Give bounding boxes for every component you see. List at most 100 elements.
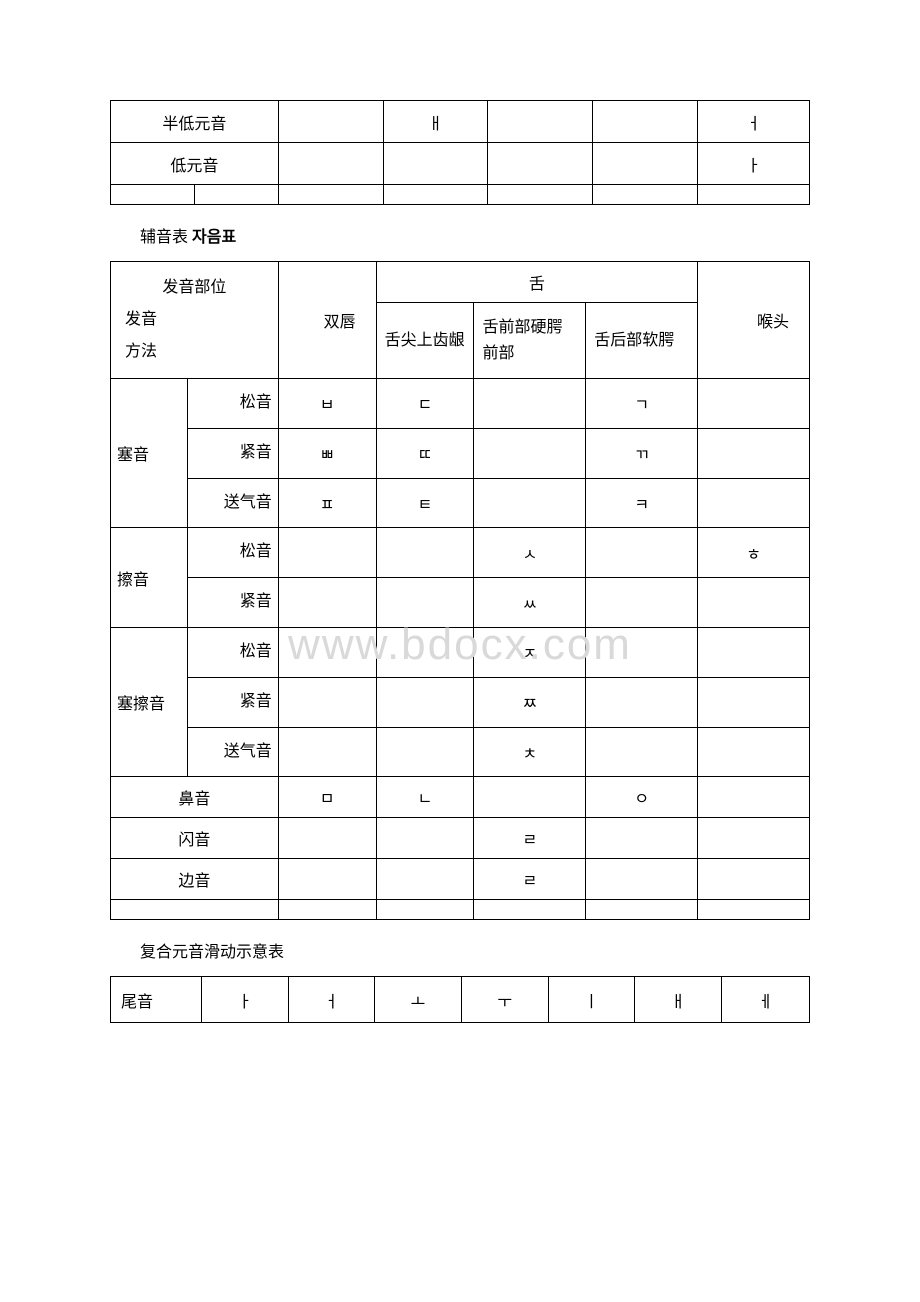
table-row: 塞擦音 松音 ㅈ (111, 627, 810, 677)
cell: ㅗ (375, 977, 462, 1023)
row-label: 半低元音 (111, 101, 279, 143)
manner-label-2: 方法 (119, 336, 270, 368)
sub-label: 送气音 (187, 727, 278, 777)
cell: ㅃ (278, 428, 376, 478)
table-row: 半低元音 ㅐ ㅓ (111, 101, 810, 143)
table-row: 塞音 松音 ㅂ ㄷ ㄱ (111, 379, 810, 429)
cell: ㅣ (548, 977, 635, 1023)
cell: ㅉ (474, 677, 586, 727)
cell: ㅁ (278, 777, 376, 818)
col-throat: 喉头 (698, 262, 810, 379)
col-tongue-back: 舌后部软腭 (586, 303, 698, 379)
row-label: 尾音 (111, 977, 202, 1023)
cell: ㅇ (586, 777, 698, 818)
cell (278, 627, 376, 677)
group-label: 擦音 (111, 528, 188, 628)
sub-label: 紧音 (187, 428, 278, 478)
cell (698, 379, 810, 429)
cell: ㅜ (461, 977, 548, 1023)
table-row: 边音 ㄹ (111, 859, 810, 900)
compound-vowel-caption: 复合元音滑动示意表 (110, 920, 810, 976)
cell: ㅏ (698, 143, 810, 185)
cell: ㅋ (586, 478, 698, 528)
sub-label: 松音 (187, 627, 278, 677)
cell (698, 777, 810, 818)
cell: ㄹ (474, 818, 586, 859)
cell (278, 528, 376, 578)
cell: ㅊ (474, 727, 586, 777)
table-row: 紧音 ㅉ (111, 677, 810, 727)
col-tongue-front: 舌前部硬腭前部 (474, 303, 586, 379)
cell: ㅓ (698, 101, 810, 143)
cell: ㅆ (474, 578, 586, 628)
cell: ㅏ (201, 977, 288, 1023)
cell (278, 677, 376, 727)
cell (376, 677, 474, 727)
cell (474, 428, 586, 478)
cell (278, 143, 383, 185)
group-label: 塞音 (111, 379, 188, 528)
col-tongue-tip: 舌尖上齿龈 (376, 303, 474, 379)
cell (586, 727, 698, 777)
cell (376, 818, 474, 859)
cell (488, 101, 593, 143)
cell: ㄴ (376, 777, 474, 818)
cell (698, 677, 810, 727)
caption-zh: 辅音表 (140, 229, 188, 246)
cell: ㄱ (586, 379, 698, 429)
group-label: 塞擦音 (111, 627, 188, 776)
consonant-table: 发音部位 发音 方法 双唇 舌 喉头 舌尖上齿龈 舌前部硬腭前部 舌后部软腭 塞… (110, 261, 810, 920)
cell (383, 143, 488, 185)
cell (474, 379, 586, 429)
vowel-table-fragment: 半低元音 ㅐ ㅓ 低元音 ㅏ (110, 100, 810, 205)
cell (278, 859, 376, 900)
cell (698, 478, 810, 528)
table-row: 鼻音 ㅁ ㄴ ㅇ (111, 777, 810, 818)
sub-label: 送气音 (187, 478, 278, 528)
cell: ㄷ (376, 379, 474, 429)
cell (586, 528, 698, 578)
cell: ㅓ (288, 977, 375, 1023)
cell (488, 143, 593, 185)
row-label: 边音 (111, 859, 279, 900)
spacer-row (111, 900, 810, 920)
row-label: 闪音 (111, 818, 279, 859)
cell (376, 627, 474, 677)
cell: ㄲ (586, 428, 698, 478)
cell (698, 727, 810, 777)
cell (586, 578, 698, 628)
table-row: 闪音 ㄹ (111, 818, 810, 859)
cell (376, 528, 474, 578)
cell (698, 859, 810, 900)
cell: ㅌ (376, 478, 474, 528)
sub-label: 紧音 (187, 578, 278, 628)
sub-label: 松音 (187, 379, 278, 429)
header-row: 发音部位 发音 方法 双唇 舌 喉头 (111, 262, 810, 303)
col-tongue: 舌 (376, 262, 698, 303)
cell: ㅎ (698, 528, 810, 578)
cell (586, 859, 698, 900)
cell (474, 777, 586, 818)
cell (593, 101, 698, 143)
cell (698, 627, 810, 677)
cell (278, 578, 376, 628)
cell: ㅅ (474, 528, 586, 578)
cell: ㅈ (474, 627, 586, 677)
consonant-table-caption: 辅音表 자음표 (110, 205, 810, 261)
cell (474, 478, 586, 528)
sub-label: 紧音 (187, 677, 278, 727)
cell: ㅐ (383, 101, 488, 143)
sub-label: 松音 (187, 528, 278, 578)
cell (278, 101, 383, 143)
cell (278, 727, 376, 777)
compound-vowel-table: 尾音 ㅏ ㅓ ㅗ ㅜ ㅣ ㅐ ㅔ (110, 976, 810, 1023)
table-row: 送气音 ㅊ (111, 727, 810, 777)
table-row: 送气音 ㅍ ㅌ ㅋ (111, 478, 810, 528)
cell (586, 818, 698, 859)
cell (376, 859, 474, 900)
cell (593, 143, 698, 185)
cell (278, 818, 376, 859)
cell (698, 578, 810, 628)
cell: ㅔ (721, 977, 809, 1023)
cell (698, 428, 810, 478)
